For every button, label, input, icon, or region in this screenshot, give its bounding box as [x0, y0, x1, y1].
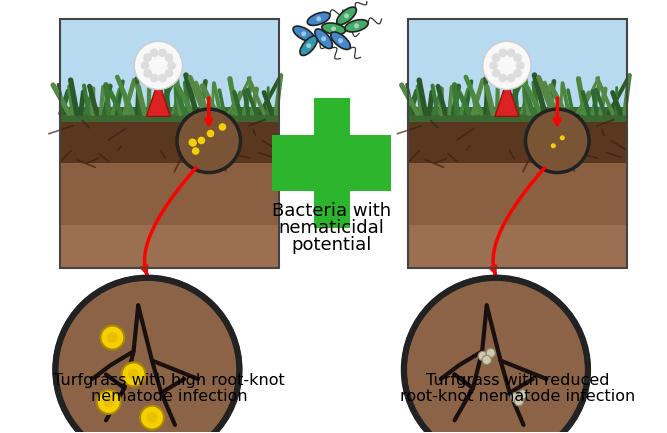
- Ellipse shape: [293, 26, 314, 42]
- Bar: [313, 98, 350, 228]
- Circle shape: [134, 41, 183, 90]
- Ellipse shape: [300, 36, 317, 55]
- Circle shape: [478, 351, 488, 361]
- Text: Turfgrass with reduced: Turfgrass with reduced: [426, 373, 610, 388]
- Ellipse shape: [315, 29, 332, 48]
- Circle shape: [316, 16, 321, 21]
- Circle shape: [150, 48, 159, 57]
- Circle shape: [143, 53, 152, 62]
- Bar: [60, 113, 279, 163]
- Circle shape: [165, 53, 173, 62]
- Ellipse shape: [321, 23, 346, 35]
- Circle shape: [510, 393, 520, 402]
- Circle shape: [197, 137, 205, 144]
- Bar: [408, 107, 628, 123]
- Circle shape: [121, 362, 145, 386]
- Circle shape: [219, 123, 226, 131]
- Circle shape: [189, 139, 197, 147]
- Circle shape: [207, 130, 214, 137]
- Polygon shape: [146, 90, 170, 116]
- Circle shape: [103, 397, 114, 407]
- Polygon shape: [495, 90, 519, 116]
- Circle shape: [97, 390, 121, 414]
- Circle shape: [177, 109, 241, 173]
- Circle shape: [482, 355, 492, 365]
- Text: Bacteria with: Bacteria with: [272, 202, 391, 220]
- Bar: [60, 107, 279, 123]
- Circle shape: [301, 31, 306, 36]
- Circle shape: [498, 74, 507, 82]
- Bar: [60, 163, 279, 226]
- Bar: [408, 163, 628, 226]
- Circle shape: [147, 412, 157, 423]
- Circle shape: [143, 69, 152, 78]
- Circle shape: [526, 109, 589, 173]
- Circle shape: [321, 36, 326, 41]
- Bar: [408, 19, 628, 268]
- Circle shape: [507, 48, 516, 57]
- Bar: [408, 19, 628, 113]
- Circle shape: [514, 53, 522, 62]
- Circle shape: [141, 61, 149, 70]
- Bar: [60, 19, 279, 113]
- Bar: [60, 19, 279, 268]
- Circle shape: [128, 369, 139, 380]
- Ellipse shape: [307, 12, 330, 26]
- Circle shape: [486, 349, 496, 358]
- Circle shape: [107, 332, 118, 343]
- Circle shape: [338, 38, 343, 43]
- Circle shape: [490, 61, 498, 70]
- Bar: [272, 136, 392, 191]
- Circle shape: [331, 26, 336, 31]
- Circle shape: [492, 69, 500, 78]
- Circle shape: [514, 397, 524, 406]
- Circle shape: [551, 143, 556, 149]
- Circle shape: [140, 406, 164, 430]
- Circle shape: [306, 43, 311, 48]
- Ellipse shape: [345, 19, 368, 32]
- Circle shape: [516, 61, 524, 70]
- Circle shape: [498, 48, 507, 57]
- Bar: [408, 226, 628, 268]
- Circle shape: [344, 13, 349, 18]
- Text: nematicidal: nematicidal: [279, 219, 385, 237]
- Circle shape: [354, 23, 359, 28]
- Bar: [408, 113, 628, 163]
- Circle shape: [189, 139, 196, 146]
- Circle shape: [404, 278, 588, 433]
- Bar: [60, 226, 279, 268]
- Circle shape: [165, 69, 173, 78]
- Circle shape: [158, 74, 167, 82]
- Circle shape: [560, 135, 565, 140]
- Circle shape: [55, 278, 239, 433]
- Circle shape: [507, 74, 516, 82]
- Text: Turfgrass with high root-knot: Turfgrass with high root-knot: [53, 373, 285, 388]
- Text: nematode infection: nematode infection: [91, 389, 247, 404]
- Text: potential: potential: [291, 236, 372, 254]
- Circle shape: [483, 41, 531, 90]
- Circle shape: [514, 69, 522, 78]
- Circle shape: [101, 326, 124, 349]
- Ellipse shape: [331, 32, 350, 49]
- Circle shape: [158, 48, 167, 57]
- Circle shape: [192, 147, 199, 155]
- Circle shape: [518, 390, 528, 399]
- Circle shape: [492, 53, 500, 62]
- Circle shape: [167, 61, 176, 70]
- Circle shape: [150, 74, 159, 82]
- Text: root-knot nematode infection: root-knot nematode infection: [400, 389, 636, 404]
- Ellipse shape: [337, 7, 356, 25]
